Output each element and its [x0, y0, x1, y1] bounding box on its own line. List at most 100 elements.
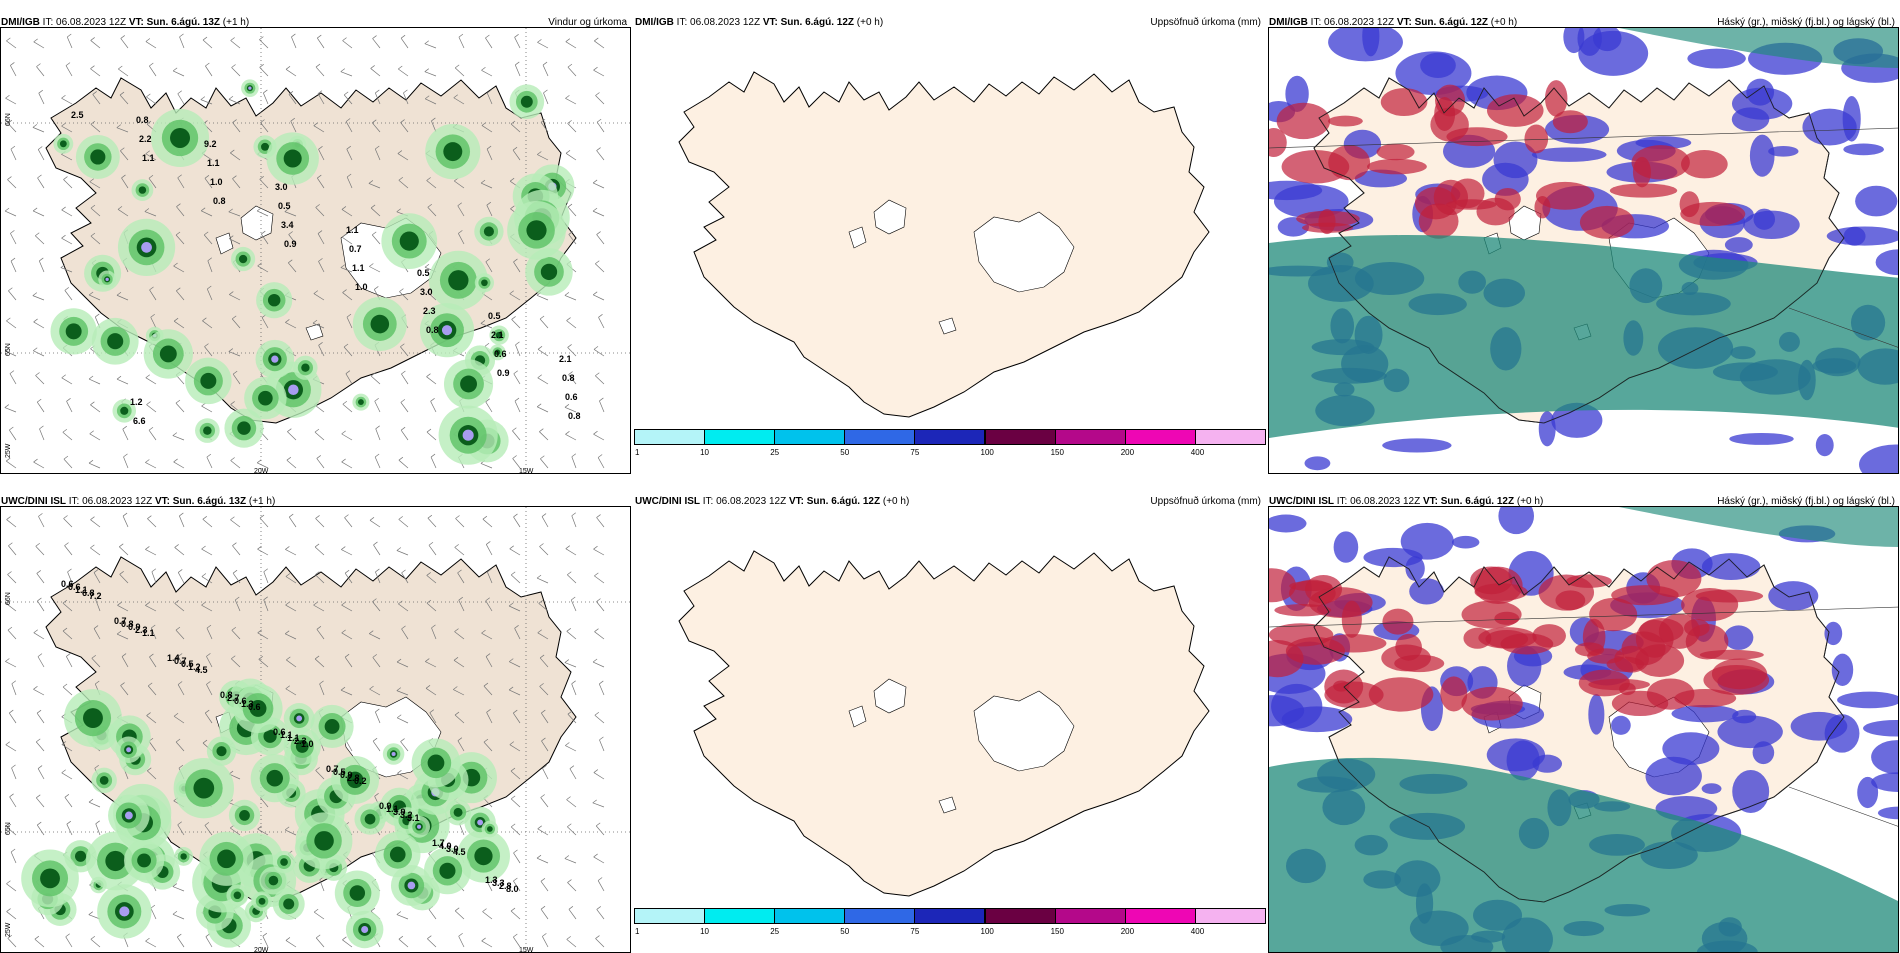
- wind-barb-flag: [37, 765, 43, 769]
- wind-barb: [4, 407, 17, 413]
- wind-barb: [458, 936, 465, 948]
- high-cloud-band: [1269, 235, 1898, 438]
- wind-barb-flag: [595, 822, 601, 827]
- wind-barb-flag: [539, 428, 544, 432]
- lead-time: (+0 h): [856, 17, 884, 28]
- mid-cloud: [1433, 179, 1469, 216]
- cloud-map[interactable]: [1268, 27, 1899, 474]
- wind-barb-flag: [509, 741, 515, 745]
- wind-barb: [177, 572, 185, 584]
- wind-barb: [315, 518, 325, 528]
- wind-barb-flag: [202, 36, 208, 41]
- wind-barb: [202, 39, 213, 49]
- wind-barb-flag: [510, 795, 516, 800]
- wind-barb-flag: [312, 319, 318, 324]
- wind-barb: [256, 210, 269, 217]
- cloud-map[interactable]: [1268, 506, 1899, 953]
- precip-value-label: 0.8: [562, 373, 575, 383]
- wind-barb-flag: [150, 904, 156, 909]
- wind-barb: [371, 234, 381, 245]
- wind-barb: [230, 460, 241, 469]
- wind-barb: [398, 603, 409, 612]
- wind-barb-flag: [369, 685, 374, 690]
- valid-time: Sun. 6.ágú. 13Z: [172, 496, 247, 507]
- wind-barb-flag: [455, 515, 460, 519]
- wind-barb-flag: [263, 596, 268, 601]
- wind-barb-flag: [396, 658, 402, 663]
- wind-barb-flag: [10, 145, 16, 150]
- wind-barb: [480, 182, 493, 189]
- wind-barb: [206, 656, 213, 668]
- wind-barb: [480, 323, 493, 329]
- precip-value-label: 0.6: [234, 696, 247, 706]
- wind-barb-flag: [39, 425, 44, 430]
- wind-barb-flag: [511, 316, 516, 320]
- wind-barb: [374, 148, 381, 161]
- wind-barb: [342, 292, 353, 301]
- wind-barb: [118, 68, 129, 77]
- precip-value-label: 3.0: [275, 182, 288, 192]
- wind-barb-flag: [345, 118, 351, 122]
- colorbar-tick-label: 50: [840, 448, 850, 457]
- wind-barb-flag: [398, 456, 404, 461]
- wind-barb-flag: [396, 208, 401, 213]
- wind-barb-flag: [483, 682, 489, 687]
- wind-barb-flag: [291, 33, 296, 38]
- wind-barb: [147, 518, 157, 528]
- precip-extreme: [462, 429, 474, 441]
- precip-heavy: [268, 875, 279, 886]
- wind-barb: [565, 548, 577, 556]
- low-cloud: [1420, 52, 1456, 78]
- wind-barb-flag: [537, 629, 542, 634]
- wind-barb: [11, 767, 17, 780]
- colorbar-tick-label: 75: [910, 927, 920, 936]
- precip-map[interactable]: 2.5 1.1 0.8 0.9 1.0 0.8 0.9 0.8 2.2 1.0 3.4 1.1 2.3 0…: [0, 27, 631, 474]
- wind-barb: [400, 37, 409, 49]
- wind-barb: [315, 66, 325, 77]
- wind-barb: [345, 373, 353, 385]
- wind-barb-flag: [485, 398, 490, 403]
- wind-barb: [35, 235, 45, 245]
- wind-barb: [5, 661, 17, 668]
- wind-barb-flag: [176, 203, 181, 207]
- panel-title: Háský (gr.), miðský (fj.bl.) og lágský (…: [1717, 496, 1895, 507]
- wind-barb: [594, 631, 605, 640]
- precip-map[interactable]: 0.6 0.7 1.4 0.8 0.6 0.7 0.9 1.7 1.3 0.6 0.8 0.7 2.7 1…: [0, 506, 631, 953]
- wind-barb: [398, 68, 409, 77]
- wind-barb-flag: [88, 911, 94, 915]
- wind-barb-flag: [88, 291, 94, 296]
- wind-barb: [4, 350, 17, 357]
- wind-barb-flag: [5, 94, 10, 99]
- wind-barb: [427, 517, 437, 528]
- wind-barb: [592, 182, 605, 189]
- wind-barb: [202, 519, 213, 528]
- wind-barb: [340, 689, 353, 696]
- wind-barb-flag: [481, 629, 486, 634]
- accum-map[interactable]: [634, 506, 1265, 926]
- wind-barb-flag: [596, 906, 601, 910]
- low-cloud: [1269, 514, 1307, 533]
- wind-barb: [38, 260, 45, 273]
- colorbar-tick-label: 200: [1120, 448, 1135, 457]
- wind-barb-flag: [317, 90, 323, 94]
- colorbar-tick-label: 50: [840, 927, 850, 936]
- graticule-label: 20W: [254, 468, 269, 474]
- wind-barb: [427, 938, 437, 948]
- wind-barb-flag: [149, 286, 154, 291]
- wind-barb: [90, 938, 101, 948]
- valid-label: VT:: [762, 17, 778, 28]
- wind-barb: [175, 629, 185, 640]
- wind-barb-flag: [480, 320, 486, 324]
- colorbar: 1 10 25 50 75 100 150 200 400: [634, 429, 1266, 459]
- accum-map[interactable]: [634, 27, 1265, 447]
- wind-barb-flag: [342, 37, 347, 41]
- wind-barb: [483, 685, 493, 696]
- precip-svg: 2.5 1.1 0.8 0.9 1.0 0.8 0.9 0.8 2.2 1.0 3.4 1.1 2.3 0…: [1, 28, 630, 474]
- colorbar-tick-label: 10: [700, 927, 709, 936]
- wind-barb-flag: [118, 65, 123, 70]
- wind-barb-flag: [67, 33, 72, 38]
- wind-barb: [228, 211, 241, 217]
- wind-barb-flag: [179, 33, 184, 38]
- wind-barb: [146, 715, 157, 724]
- panel-accum-dmi: DMI/IGB IT: 06.08.2023 12Z VT: Sun. 6.ág…: [634, 12, 1266, 461]
